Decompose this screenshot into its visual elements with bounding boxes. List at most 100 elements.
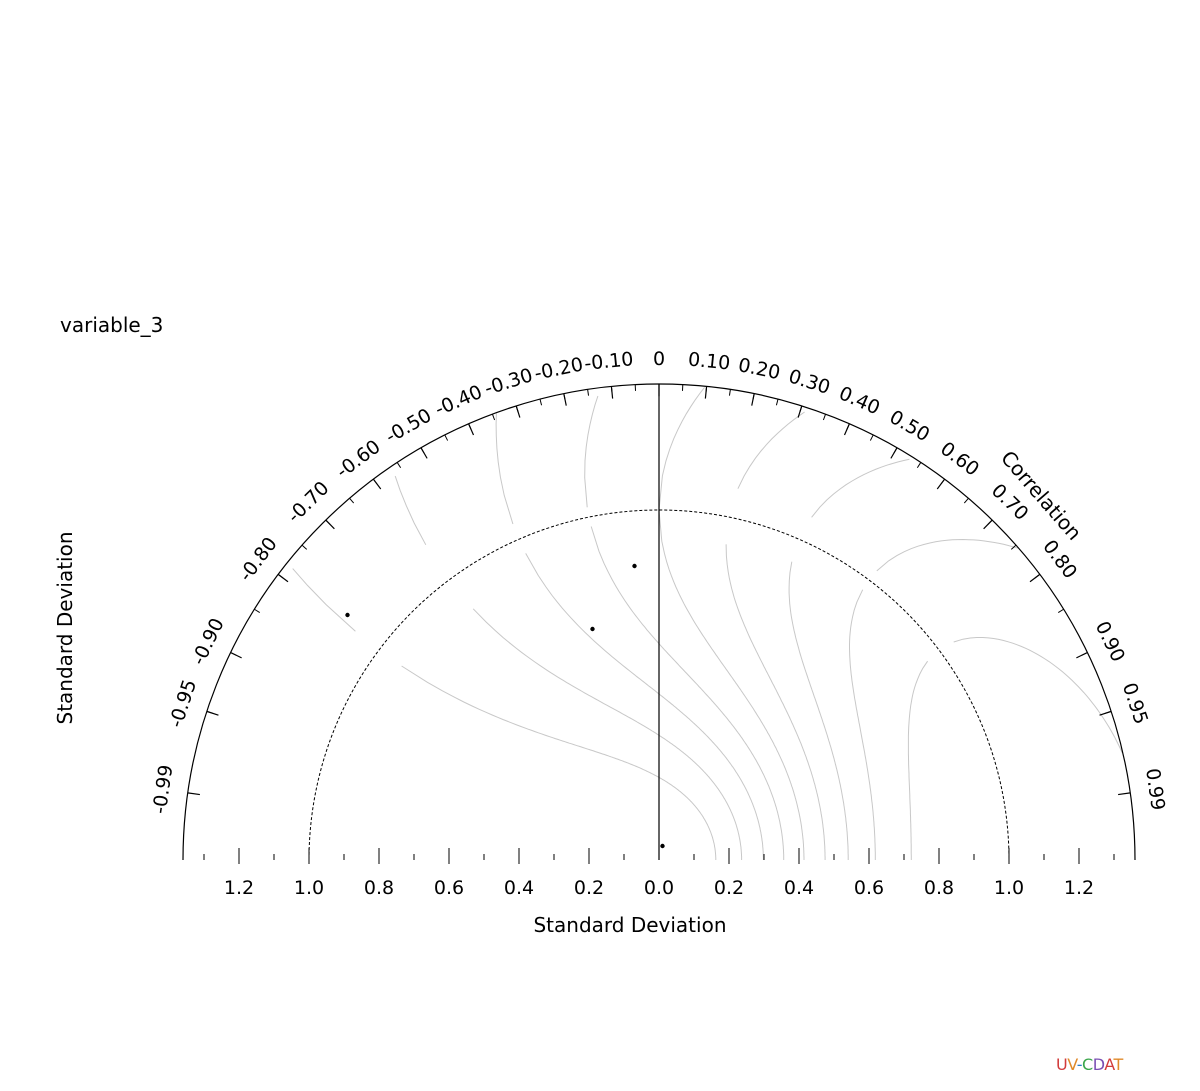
data-point <box>590 626 595 632</box>
corr-minor-tick <box>775 398 779 406</box>
skill-contour <box>495 413 514 525</box>
corr-minor-tick <box>728 389 731 396</box>
corr-tick-label: -0.90 <box>187 615 228 669</box>
corr-minor-tick <box>1010 544 1017 550</box>
std-tick-label: 1.2 <box>224 877 254 899</box>
std-tick-label: 0.6 <box>434 877 464 899</box>
corr-minor-tick <box>206 710 213 714</box>
std-tick-label: 0.6 <box>854 877 884 899</box>
corr-tick-label: 0.30 <box>786 365 833 399</box>
corr-minor-tick <box>325 519 331 525</box>
svg-text:UV-CDAT: UV-CDAT <box>1056 1055 1123 1074</box>
corr-minor-tick <box>420 447 425 454</box>
std-tick-label: 0.4 <box>784 877 814 899</box>
corr-tick-label: -0.95 <box>165 677 201 731</box>
corr-minor-tick <box>869 434 874 441</box>
corr-minor-tick <box>610 386 613 393</box>
corr-minor-tick <box>468 423 472 430</box>
skill-contour <box>907 660 929 860</box>
uvcdat-logo: UV-CDAT <box>1056 1053 1140 1075</box>
data-points <box>345 563 665 849</box>
corr-tick-label: -0.60 <box>332 436 385 483</box>
corr-minor-tick <box>563 393 566 400</box>
corr-tick-label: 0.40 <box>836 382 884 419</box>
y-axis-label: Standard Deviation <box>53 531 77 724</box>
skill-contour <box>725 544 826 860</box>
corr-minor-tick <box>1105 710 1112 714</box>
corr-minor-tick <box>1034 574 1041 579</box>
corr-tick-label: 0.80 <box>1038 536 1081 583</box>
corr-minor-tick <box>301 544 308 550</box>
skill-contour <box>953 637 1123 754</box>
corr-minor-tick <box>491 413 496 421</box>
corr-minor-tick <box>1081 652 1088 656</box>
corr-tick-label: 0.95 <box>1118 680 1152 727</box>
corr-tick-label: -0.99 <box>149 763 178 815</box>
corr-minor-tick <box>799 405 803 413</box>
corr-minor-tick <box>444 434 449 441</box>
corr-tick-label: 0.10 <box>687 348 731 374</box>
skill-contour <box>737 411 805 489</box>
std-tick-label: 0.8 <box>364 877 394 899</box>
skill-contour <box>401 665 717 860</box>
corr-minor-tick <box>372 478 378 485</box>
corr-tick-label: 0.50 <box>886 406 934 446</box>
corr-minor-tick <box>893 447 898 454</box>
corr-tick-label: -0.20 <box>533 353 586 384</box>
std-tick-label: 1.0 <box>294 877 324 899</box>
skill-contour <box>876 538 1018 572</box>
corr-tick <box>1118 792 1131 796</box>
corr-tick-label: 0.20 <box>736 354 782 384</box>
skill-contour <box>584 395 599 508</box>
corr-minor-tick <box>587 389 590 396</box>
std-tick-label: 1.2 <box>1064 877 1094 899</box>
corr-tick-label: 0.90 <box>1091 618 1129 666</box>
data-point <box>632 563 637 569</box>
skill-contour <box>394 475 427 546</box>
corr-minor-tick <box>396 462 402 468</box>
std-ticks: 1.2 1.0 0.8 0.6 0.4 0.2 0.0 0.2 0.4 0.6 0.8 1.0 1.2 <box>203 848 1115 899</box>
skill-contour <box>658 509 805 860</box>
corr-minor-tick <box>940 478 945 485</box>
std-tick-label: 0.8 <box>924 877 954 899</box>
corr-tick-label: -0.10 <box>583 348 634 375</box>
corr-tick-label: 0 <box>653 348 665 370</box>
corr-minor-tick <box>515 405 519 413</box>
corr-tick-label: -0.30 <box>482 364 536 400</box>
axes <box>182 383 1136 861</box>
skill-contour <box>472 608 743 860</box>
corr-minor-tick <box>230 652 237 656</box>
skill-contour <box>788 561 849 860</box>
corr-minor-tick <box>277 574 284 579</box>
std-tick-label: 0.4 <box>504 877 534 899</box>
corr-minor-tick <box>822 413 827 421</box>
corr-minor-tick <box>705 386 708 393</box>
chart-title: variable_3 <box>60 313 163 337</box>
std-tick-label: 1.0 <box>994 877 1024 899</box>
corr-minor-tick <box>963 497 969 504</box>
skill-contour <box>525 553 764 860</box>
skill-contour <box>849 589 876 860</box>
data-point <box>345 612 350 618</box>
corr-tick-label: -0.50 <box>382 404 436 448</box>
corr-tick <box>187 792 200 796</box>
skill-contour <box>292 568 356 632</box>
corr-minor-tick <box>846 423 850 430</box>
corr-minor-tick <box>539 398 543 406</box>
data-point <box>660 843 665 849</box>
skill-contours <box>292 387 1123 860</box>
corr-minor-tick <box>1057 608 1064 613</box>
logo-mark: UV-CDAT <box>1056 1055 1124 1074</box>
corr-tick-label: -0.80 <box>235 533 282 586</box>
corr-minor-tick <box>987 519 993 525</box>
corr-minor-tick <box>752 393 755 400</box>
std-tick-label: 0.0 <box>644 877 674 899</box>
skill-contour <box>811 458 910 518</box>
reference-std-arc <box>308 509 1010 861</box>
skill-contour <box>658 387 705 511</box>
corr-tick-label: 0.60 <box>936 438 983 481</box>
std-tick-label: 0.2 <box>574 877 604 899</box>
corr-minor-tick <box>916 462 922 468</box>
std-tick-label: 0.2 <box>714 877 744 899</box>
